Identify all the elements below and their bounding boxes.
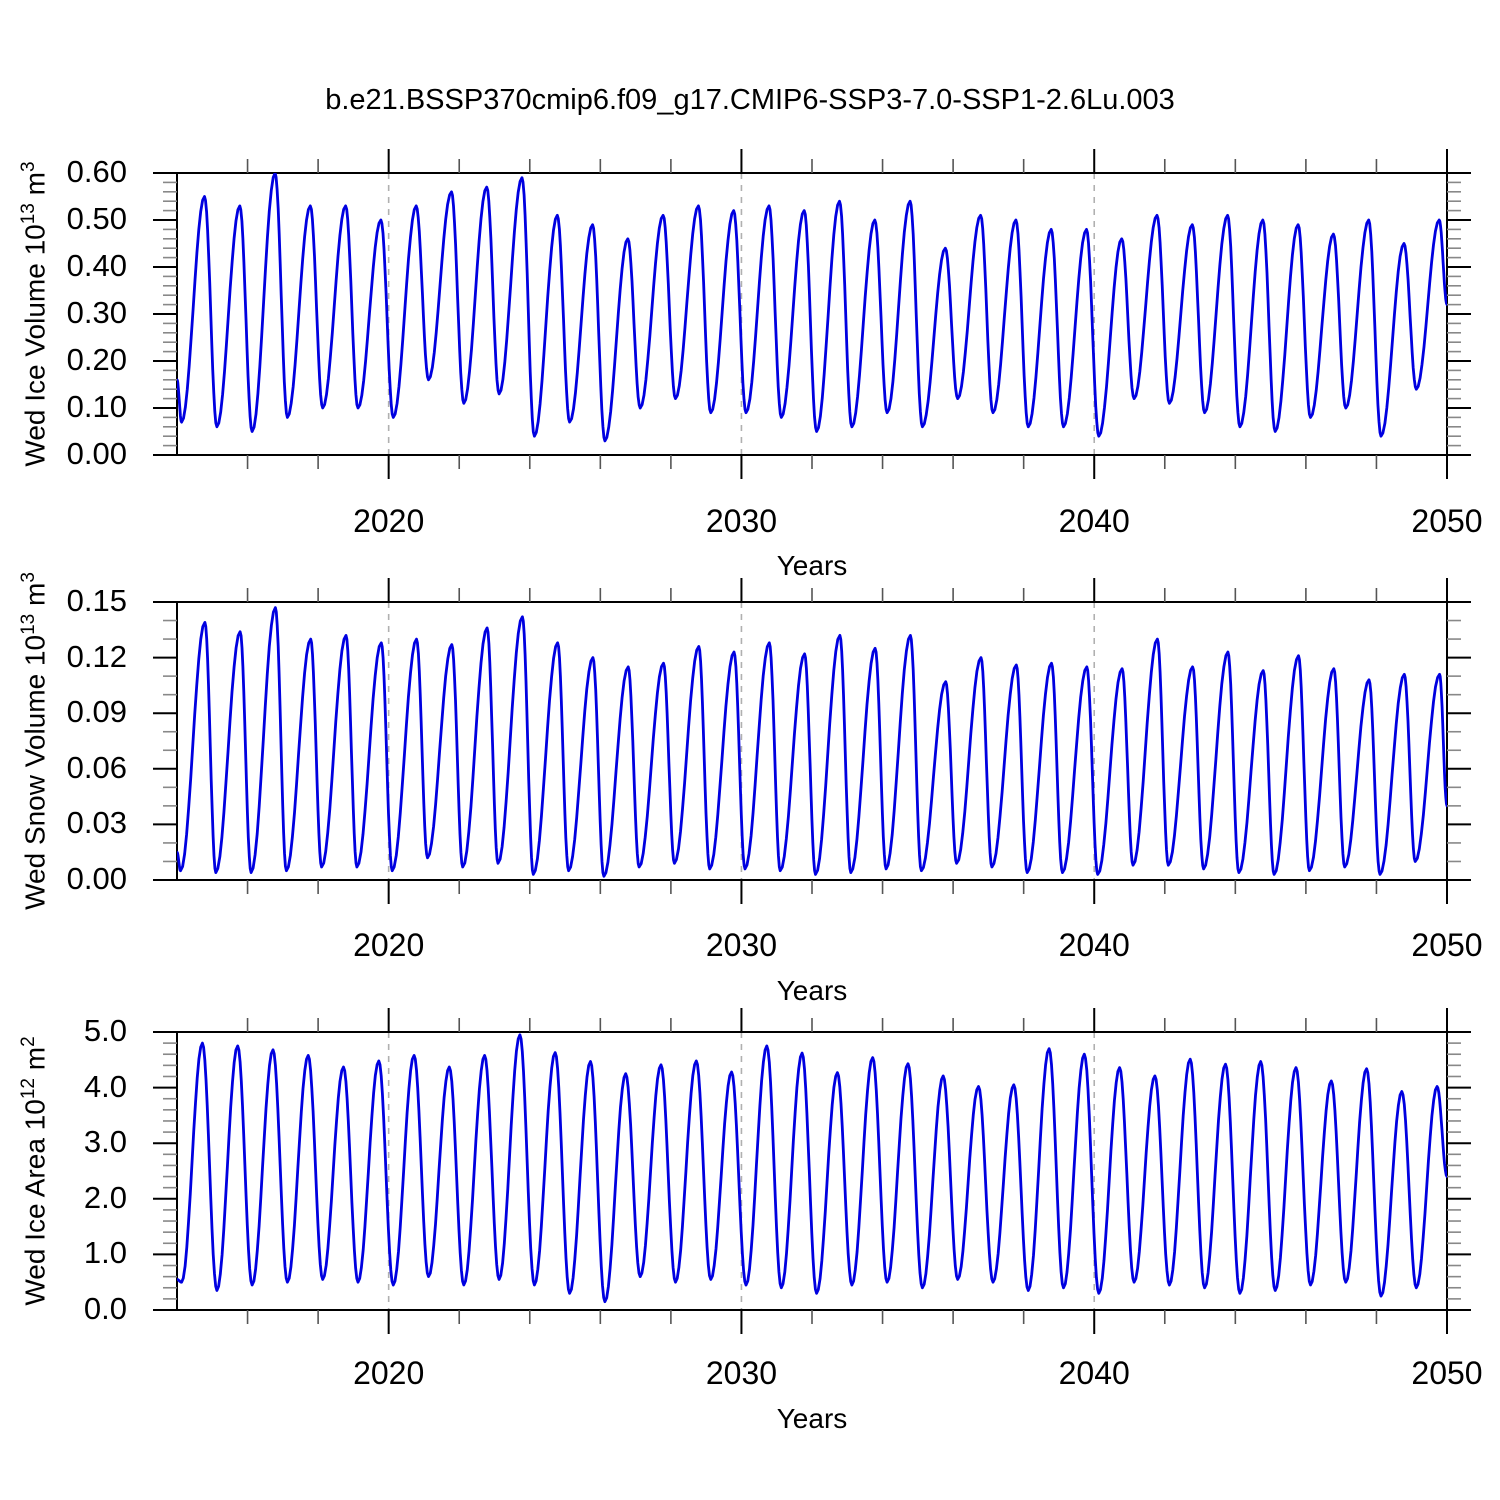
- y-tick-label: 0.20: [66, 342, 127, 377]
- x-tick-label: 2020: [353, 1355, 425, 1391]
- y-tick-label: 0.50: [66, 201, 127, 236]
- x-tick-label: 2030: [705, 1355, 778, 1391]
- y-tick-label: 0.40: [66, 248, 127, 283]
- y-tick-label: 0.06: [66, 749, 127, 785]
- page-title: b.e21.BSSP370cmip6.f09_g17.CMIP6-SSP3-7.…: [325, 84, 1175, 116]
- y-tick-label: 0.0: [83, 1291, 127, 1326]
- y-tick-label: 4.0: [83, 1068, 127, 1104]
- x-tick-label: 2050: [1411, 1355, 1483, 1391]
- y-tick-label: 0.00: [66, 436, 127, 471]
- chart-canvas-snow-volume: [153, 578, 1471, 904]
- chart-canvas-ice-volume: [153, 149, 1471, 479]
- data-line-ice-volume: [177, 173, 1447, 443]
- x-tick-label: 2050: [1411, 927, 1483, 963]
- x-tick-label: 2050: [1411, 503, 1483, 539]
- x-tick-label: 2020: [353, 503, 425, 539]
- x-tick-label: 2020: [353, 927, 425, 963]
- y-tick-label: 0.09: [66, 694, 127, 730]
- y-tick-label: 2.0: [83, 1179, 127, 1215]
- y-tick-label: 0.30: [66, 295, 127, 330]
- y-tick-label: 0.60: [66, 154, 127, 189]
- y-tick-label: 0.12: [66, 638, 127, 674]
- x-tick-label: 2040: [1058, 927, 1130, 963]
- y-tick-label: 0.03: [66, 805, 127, 841]
- y-tick-label: 0.00: [66, 861, 127, 896]
- y-tick-label: 3.0: [83, 1124, 127, 1160]
- x-axis-title: Years: [776, 550, 848, 581]
- y-tick-label: 0.10: [66, 389, 127, 424]
- x-tick-label: 2030: [705, 927, 778, 963]
- data-line-ice-area: [177, 1033, 1447, 1304]
- chart-canvas-ice-area: [153, 1008, 1471, 1334]
- y-axis-title-unit-exponent: 3: [18, 572, 39, 583]
- y-tick-label: 5.0: [83, 1013, 127, 1048]
- x-tick-label: 2040: [1058, 1355, 1130, 1391]
- x-axis-title: Years: [776, 1403, 848, 1434]
- x-tick-label: 2040: [1058, 503, 1130, 539]
- y-tick-label: 1.0: [83, 1235, 127, 1271]
- x-axis-title: Years: [776, 975, 848, 1006]
- data-line-snow-volume: [177, 606, 1447, 878]
- plot-frame: [176, 172, 1448, 456]
- x-tick-label: 2030: [705, 503, 778, 539]
- y-tick-label: 0.15: [66, 583, 127, 618]
